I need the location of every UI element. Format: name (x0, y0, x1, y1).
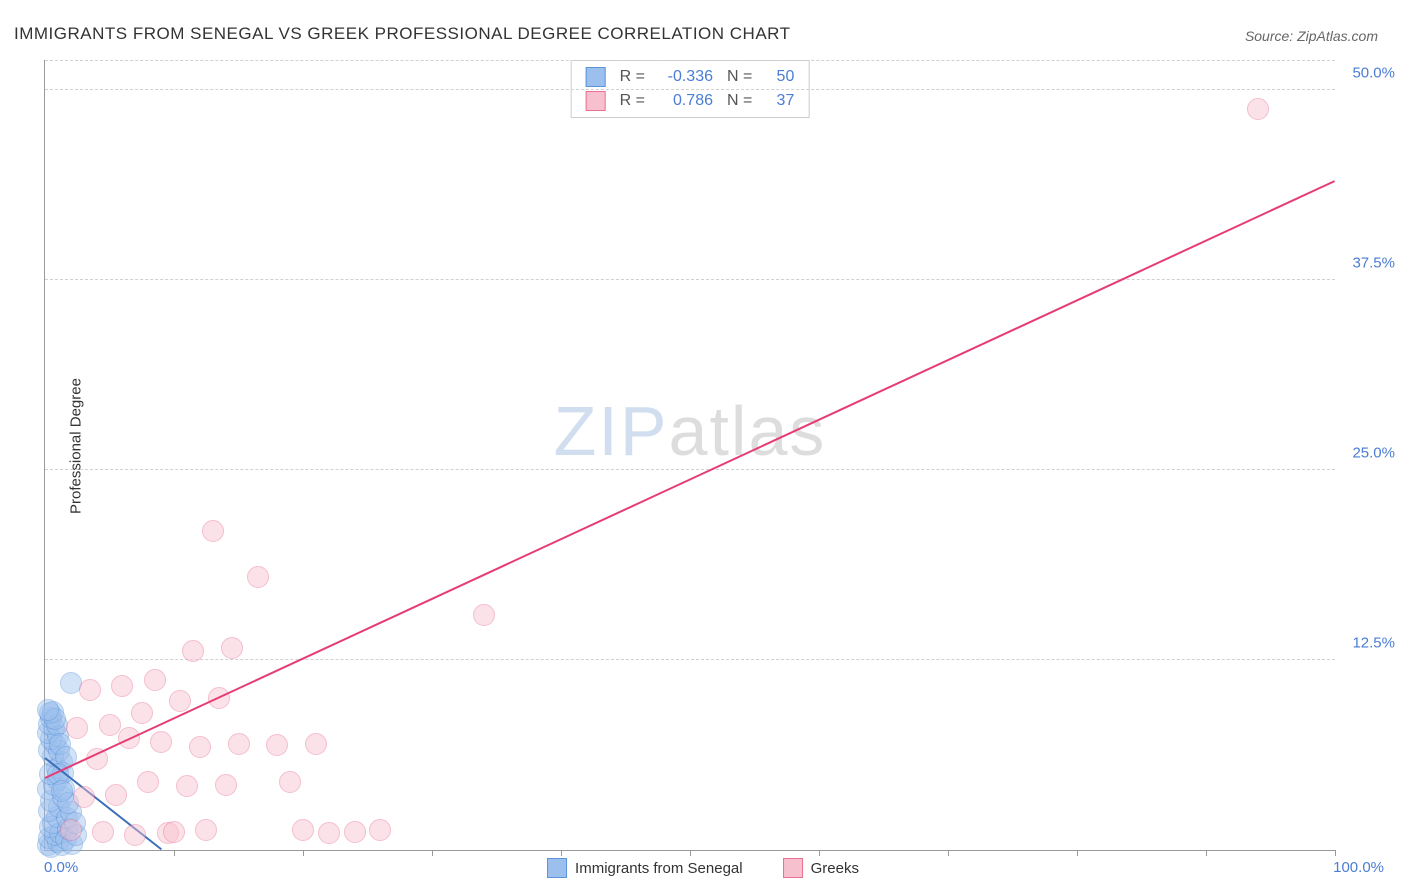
legend-n-value: 50 (760, 65, 794, 89)
data-point-greeks (176, 775, 198, 797)
data-point-senegal (37, 699, 59, 721)
series-legend: Immigrants from Senegal Greeks (547, 858, 859, 878)
data-point-greeks (66, 717, 88, 739)
data-point-greeks (169, 690, 191, 712)
legend-swatch (586, 67, 606, 87)
legend-r-value: 0.786 (653, 89, 713, 113)
data-point-greeks (215, 774, 237, 796)
data-point-greeks (1247, 98, 1269, 120)
y-tick-label: 25.0% (1340, 445, 1395, 462)
gridline (45, 60, 1335, 61)
x-tick (819, 850, 820, 856)
data-point-greeks (266, 734, 288, 756)
x-tick (1206, 850, 1207, 856)
x-tick (690, 850, 691, 856)
data-point-greeks (202, 520, 224, 542)
data-point-greeks (99, 714, 121, 736)
data-point-greeks (195, 819, 217, 841)
y-tick-label: 50.0% (1340, 65, 1395, 82)
data-point-greeks (228, 733, 250, 755)
watermark: ZIPatlas (554, 391, 827, 471)
source-attribution: Source: ZipAtlas.com (1245, 28, 1378, 44)
data-point-greeks (144, 669, 166, 691)
data-point-greeks (344, 821, 366, 843)
x-axis-origin-label: 0.0% (44, 859, 78, 876)
trend-line-greeks (45, 180, 1336, 779)
legend-r-value: -0.336 (653, 65, 713, 89)
legend-r-label: R = (620, 65, 645, 89)
data-point-greeks (279, 771, 301, 793)
data-point-greeks (137, 771, 159, 793)
legend-n-value: 37 (760, 89, 794, 113)
y-tick-label: 37.5% (1340, 255, 1395, 272)
legend-row-greeks: R = 0.786 N = 37 (586, 89, 795, 113)
data-point-senegal (51, 780, 73, 802)
x-tick (1335, 850, 1336, 856)
x-tick (303, 850, 304, 856)
legend-n-label: N = (727, 89, 752, 113)
data-point-greeks (292, 819, 314, 841)
data-point-greeks (92, 821, 114, 843)
x-axis-max-label: 100.0% (1333, 859, 1384, 876)
legend-row-senegal: R = -0.336 N = 50 (586, 65, 795, 89)
y-tick-label: 12.5% (1340, 635, 1395, 652)
data-point-greeks (318, 822, 340, 844)
data-point-greeks (131, 702, 153, 724)
data-point-greeks (163, 821, 185, 843)
gridline (45, 659, 1335, 660)
x-tick (174, 850, 175, 856)
scatter-plot-area: ZIPatlas R =-0.336N =50R =0.786N =37 12.… (44, 60, 1335, 851)
data-point-greeks (473, 604, 495, 626)
data-point-greeks (221, 637, 243, 659)
data-point-greeks (79, 679, 101, 701)
x-tick (948, 850, 949, 856)
legend-item: Greeks (783, 858, 859, 878)
x-tick (1077, 850, 1078, 856)
data-point-greeks (189, 736, 211, 758)
gridline (45, 279, 1335, 280)
data-point-greeks (73, 786, 95, 808)
gridline (45, 89, 1335, 90)
data-point-greeks (247, 566, 269, 588)
data-point-greeks (124, 824, 146, 846)
watermark-atlas: atlas (669, 392, 827, 470)
gridline (45, 469, 1335, 470)
legend-label: Immigrants from Senegal (575, 860, 743, 877)
data-point-greeks (182, 640, 204, 662)
chart-title: IMMIGRANTS FROM SENEGAL VS GREEK PROFESS… (14, 24, 791, 44)
legend-swatch (783, 858, 803, 878)
legend-r-label: R = (620, 89, 645, 113)
data-point-greeks (305, 733, 327, 755)
data-point-greeks (105, 784, 127, 806)
data-point-greeks (150, 731, 172, 753)
data-point-greeks (60, 819, 82, 841)
data-point-greeks (369, 819, 391, 841)
data-point-greeks (111, 675, 133, 697)
legend-item: Immigrants from Senegal (547, 858, 743, 878)
legend-label: Greeks (811, 860, 859, 877)
legend-swatch (586, 91, 606, 111)
legend-swatch (547, 858, 567, 878)
legend-n-label: N = (727, 65, 752, 89)
x-tick (561, 850, 562, 856)
watermark-zip: ZIP (554, 392, 669, 470)
x-tick (432, 850, 433, 856)
